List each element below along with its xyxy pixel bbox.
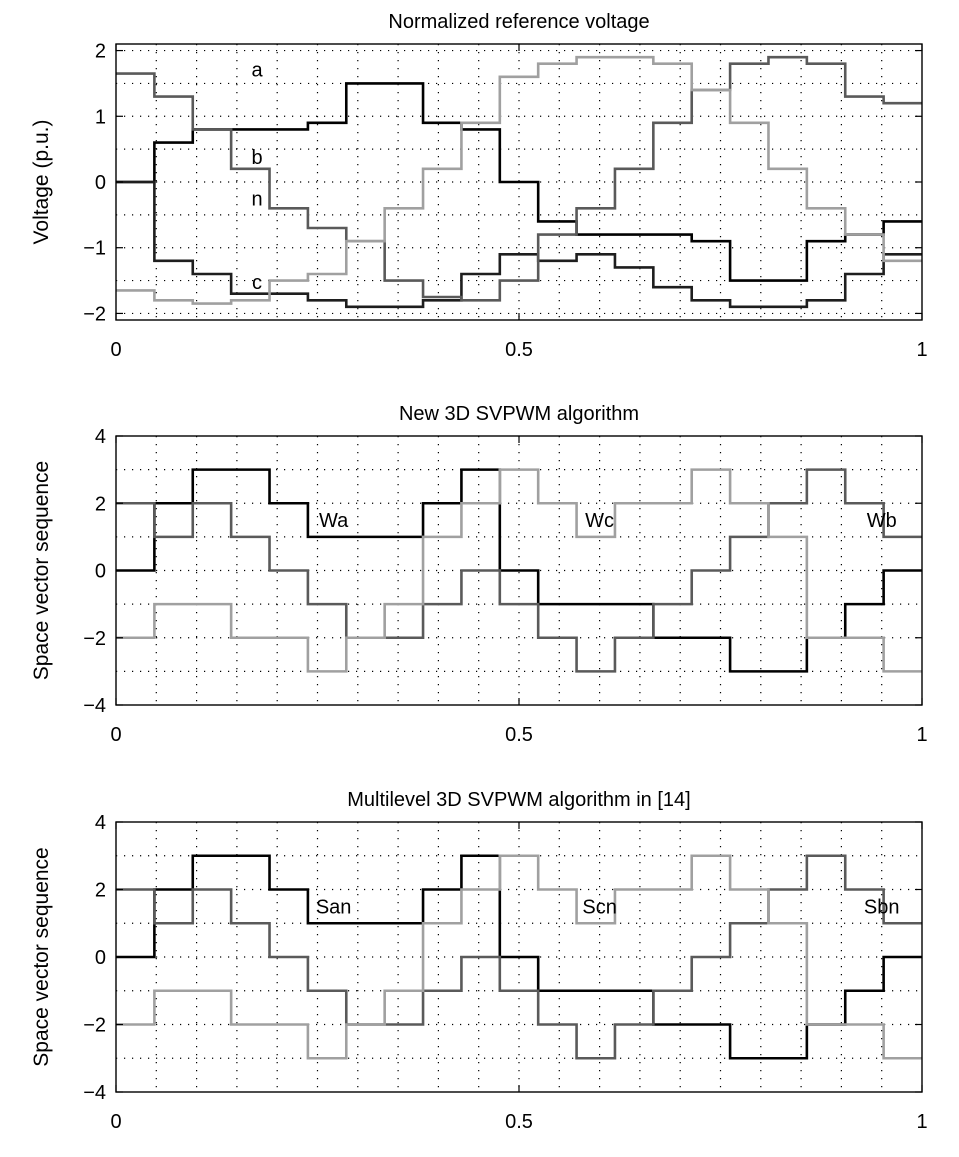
y-tick-label: 4 [95,426,106,448]
y-tick-label: 2 [95,880,106,902]
grid [116,436,922,705]
series-line-4 [116,55,922,305]
x-tick-label: 1 [916,339,927,361]
panel-2: New 3D SVPWM algorithm 0 0.5 1 4 2 0 −2 −4 Space … [30,403,928,746]
series-group [116,55,922,309]
x-tick-label: 0.5 [505,724,533,746]
annotation-label: Wa [319,510,349,532]
y-tick-label: 0 [95,172,106,194]
panel-title: Multilevel 3D SVPWM algorithm in [14] [347,789,690,811]
x-tick-label: 0 [110,724,121,746]
annotation-label: Sbn [864,896,900,918]
grid [116,822,922,1092]
y-tick-label: −4 [83,695,106,717]
y-tick-label: 4 [95,812,106,834]
series-group [116,854,922,1060]
panel-3: Multilevel 3D SVPWM algorithm in [14] 0 0.… [30,789,928,1133]
x-tick-label: 0.5 [505,1111,533,1133]
panel-title: Normalized reference voltage [388,11,649,33]
annotation-label: a [251,60,263,82]
annotation-label: b [251,147,262,169]
y-tick-label: −2 [83,303,106,325]
y-axis-label: Space vector sequence [30,847,53,1066]
y-tick-label: −2 [83,1015,106,1037]
x-tick-label: 1 [916,1111,927,1133]
series-line-2 [116,854,922,1060]
x-tick-label: 0 [110,339,121,361]
series-group [116,468,922,673]
panel-1: Normalized reference voltage 0 0.5 1 2 1 0 −1 −2… [30,11,928,361]
x-tick-label: 1 [916,724,927,746]
series-line-1 [116,82,922,282]
y-axis-label: Voltage (p.u.) [30,120,53,245]
y-tick-label: 0 [95,561,106,583]
panel-title: New 3D SVPWM algorithm [399,403,639,425]
annotation-label: Wc [585,510,614,532]
annotation-label: Scn [582,896,616,918]
series-line-3 [116,854,922,1060]
y-tick-label: 1 [95,106,106,128]
y-tick-label: −2 [83,628,106,650]
series-line-3 [116,55,922,302]
annotation-label: c [252,272,262,294]
y-tick-label: 2 [95,493,106,515]
y-tick-label: −1 [83,238,106,260]
annotation-label: Wb [867,510,897,532]
x-tick-label: 0 [110,1111,121,1133]
y-tick-label: −4 [83,1082,106,1104]
y-tick-label: 0 [95,947,106,969]
y-axis-label: Space vector sequence [30,461,53,680]
annotation-label: n [251,188,262,210]
y-tick-label: 2 [95,41,106,63]
series-line-2 [116,468,922,673]
series-line-3 [116,468,922,673]
x-tick-label: 0.5 [505,339,533,361]
annotation-label: San [316,896,352,918]
